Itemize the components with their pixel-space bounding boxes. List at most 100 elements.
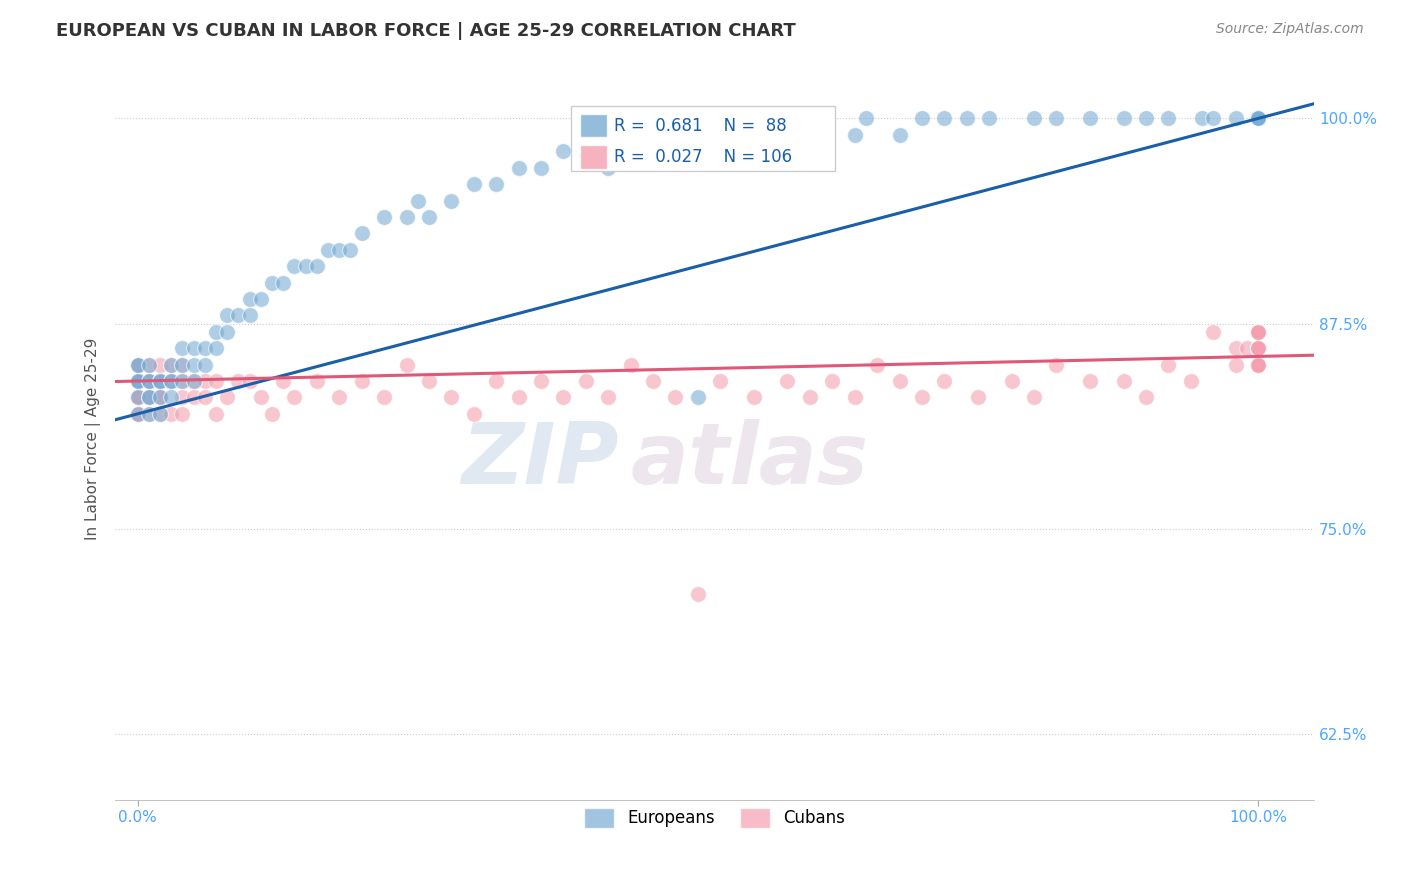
Point bbox=[194, 341, 217, 355]
Point bbox=[127, 374, 149, 388]
Point bbox=[1247, 325, 1270, 339]
Point bbox=[138, 374, 160, 388]
Point bbox=[250, 391, 273, 405]
Point bbox=[339, 243, 361, 257]
Point bbox=[1247, 341, 1270, 355]
Point bbox=[260, 276, 283, 290]
Point bbox=[149, 391, 172, 405]
Point bbox=[138, 358, 160, 372]
Point bbox=[1247, 358, 1270, 372]
Point bbox=[911, 391, 934, 405]
Point bbox=[316, 243, 339, 257]
Point bbox=[127, 374, 149, 388]
Point bbox=[1247, 358, 1270, 372]
Point bbox=[172, 341, 194, 355]
Point bbox=[1247, 112, 1270, 126]
Point bbox=[127, 407, 149, 421]
Point bbox=[799, 128, 821, 142]
Point bbox=[1247, 325, 1270, 339]
Point bbox=[160, 358, 183, 372]
FancyBboxPatch shape bbox=[571, 106, 835, 171]
Point bbox=[138, 391, 160, 405]
Point bbox=[149, 374, 172, 388]
Point bbox=[194, 358, 217, 372]
Point bbox=[406, 194, 429, 208]
Point bbox=[1247, 358, 1270, 372]
Point bbox=[508, 391, 530, 405]
Y-axis label: In Labor Force | Age 25-29: In Labor Force | Age 25-29 bbox=[86, 337, 101, 540]
Point bbox=[127, 391, 149, 405]
Point bbox=[1135, 112, 1157, 126]
Point bbox=[1157, 358, 1180, 372]
Point bbox=[1247, 341, 1270, 355]
Point bbox=[172, 374, 194, 388]
Point bbox=[1247, 341, 1270, 355]
Point bbox=[194, 374, 217, 388]
Point bbox=[979, 112, 1001, 126]
Point bbox=[1247, 112, 1270, 126]
Point bbox=[138, 374, 160, 388]
Point bbox=[217, 325, 239, 339]
Point bbox=[1247, 341, 1270, 355]
Point bbox=[127, 374, 149, 388]
Point bbox=[575, 374, 598, 388]
Point bbox=[205, 407, 228, 421]
Point bbox=[149, 358, 172, 372]
Point bbox=[911, 112, 934, 126]
Point bbox=[305, 374, 328, 388]
Point bbox=[934, 374, 956, 388]
Point bbox=[1247, 112, 1270, 126]
Point bbox=[440, 194, 463, 208]
Point bbox=[799, 391, 821, 405]
Point bbox=[149, 407, 172, 421]
Point bbox=[160, 407, 183, 421]
Point bbox=[228, 309, 250, 323]
Point bbox=[250, 292, 273, 306]
Point bbox=[183, 374, 205, 388]
FancyBboxPatch shape bbox=[581, 145, 607, 169]
Point bbox=[1191, 112, 1213, 126]
Point bbox=[664, 391, 686, 405]
Text: R =  0.027    N = 106: R = 0.027 N = 106 bbox=[614, 148, 792, 166]
Point bbox=[1247, 112, 1270, 126]
Point bbox=[328, 391, 350, 405]
Point bbox=[553, 391, 575, 405]
Point bbox=[1247, 341, 1270, 355]
Point bbox=[553, 145, 575, 159]
Point bbox=[1247, 325, 1270, 339]
Point bbox=[138, 358, 160, 372]
Point bbox=[620, 358, 643, 372]
Point bbox=[283, 391, 305, 405]
Point bbox=[373, 210, 395, 224]
Point bbox=[149, 374, 172, 388]
Point bbox=[1247, 341, 1270, 355]
Point bbox=[1247, 341, 1270, 355]
Point bbox=[575, 145, 598, 159]
Point bbox=[1247, 325, 1270, 339]
Point bbox=[127, 358, 149, 372]
Point bbox=[463, 407, 485, 421]
Point bbox=[172, 374, 194, 388]
Point bbox=[127, 391, 149, 405]
Point bbox=[1202, 112, 1225, 126]
Point bbox=[641, 374, 664, 388]
Point bbox=[172, 358, 194, 372]
Point bbox=[138, 391, 160, 405]
Point bbox=[1247, 112, 1270, 126]
Point bbox=[328, 243, 350, 257]
Point bbox=[1180, 374, 1202, 388]
Point bbox=[1000, 374, 1022, 388]
Point bbox=[149, 407, 172, 421]
Point bbox=[956, 112, 979, 126]
Point bbox=[160, 374, 183, 388]
Point bbox=[127, 391, 149, 405]
Point bbox=[686, 587, 709, 601]
Point bbox=[485, 374, 508, 388]
Point bbox=[228, 374, 250, 388]
Point bbox=[1022, 391, 1045, 405]
Point bbox=[1202, 325, 1225, 339]
Point bbox=[821, 374, 844, 388]
Point bbox=[194, 391, 217, 405]
Point bbox=[127, 374, 149, 388]
Point bbox=[350, 374, 373, 388]
